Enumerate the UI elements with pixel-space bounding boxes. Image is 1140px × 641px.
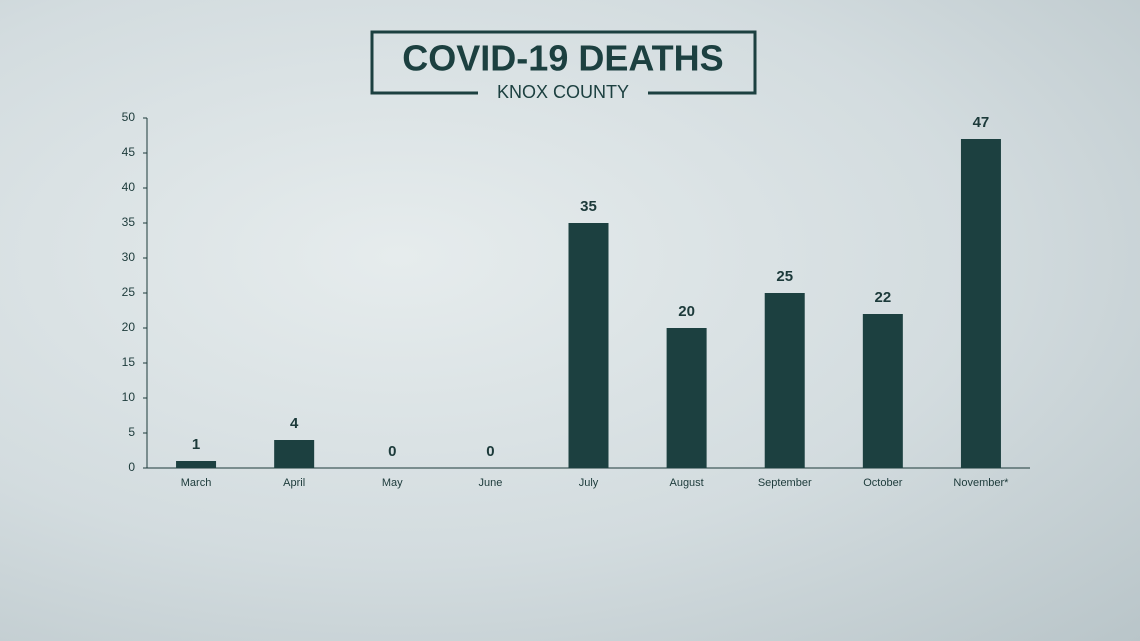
x-tick-label: July <box>579 477 599 489</box>
bar <box>568 223 609 468</box>
bar <box>176 461 217 468</box>
value-label: 22 <box>874 289 891 306</box>
title-border <box>370 30 757 95</box>
y-tick-label: 35 <box>122 215 136 229</box>
value-label: 25 <box>776 268 793 285</box>
value-label: 0 <box>388 443 396 460</box>
bar <box>274 440 315 468</box>
y-tick-label: 50 <box>122 110 136 124</box>
chart-title: COVID-19 DEATHS <box>402 38 723 79</box>
value-label: 0 <box>486 443 494 460</box>
y-tick-label: 20 <box>122 320 136 334</box>
y-tick-label: 40 <box>122 180 136 194</box>
x-tick-label: September <box>758 477 812 489</box>
x-tick-label: March <box>181 477 212 489</box>
value-label: 35 <box>580 198 597 215</box>
chart-subtitle: KNOX COUNTY <box>497 82 629 102</box>
y-tick-label: 45 <box>122 145 136 159</box>
y-tick-label: 0 <box>128 460 135 474</box>
bar <box>666 328 707 468</box>
title-frame <box>370 30 757 95</box>
x-tick-label: October <box>863 477 902 489</box>
value-label: 20 <box>678 303 695 320</box>
x-tick-label: May <box>382 477 403 489</box>
x-tick-label: November* <box>953 477 1009 489</box>
bar <box>764 293 805 468</box>
bar <box>862 314 903 468</box>
value-label: 47 <box>973 114 990 131</box>
value-label: 4 <box>290 415 299 432</box>
x-tick-label: August <box>669 477 703 489</box>
y-tick-label: 5 <box>128 425 135 439</box>
bar <box>960 139 1001 468</box>
x-tick-label: April <box>283 477 305 489</box>
y-tick-label: 10 <box>122 390 136 404</box>
y-tick-label: 25 <box>122 285 136 299</box>
value-label: 1 <box>192 436 200 453</box>
x-tick-label: June <box>478 477 502 489</box>
y-tick-label: 15 <box>122 355 136 369</box>
y-tick-label: 30 <box>122 250 136 264</box>
